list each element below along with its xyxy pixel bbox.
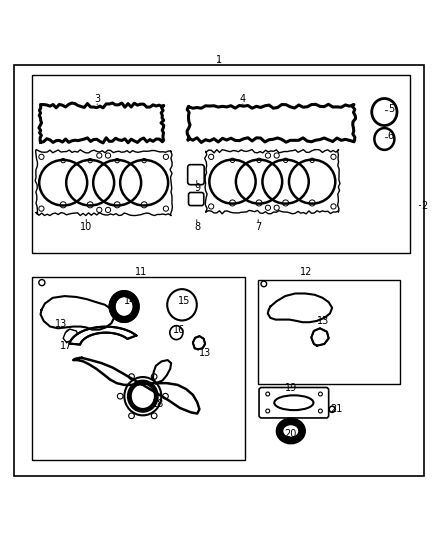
Text: 13: 13 <box>199 348 211 358</box>
Polygon shape <box>311 328 328 346</box>
Text: 17: 17 <box>60 341 72 351</box>
Bar <box>258 279 399 384</box>
Text: 8: 8 <box>194 222 200 232</box>
Bar <box>32 277 245 460</box>
Text: 4: 4 <box>240 94 246 104</box>
Text: 5: 5 <box>388 104 394 114</box>
Text: 19: 19 <box>285 383 297 393</box>
Text: 12: 12 <box>300 266 312 277</box>
Text: 21: 21 <box>330 404 343 414</box>
Text: 13: 13 <box>55 319 67 329</box>
Text: 6: 6 <box>388 131 394 141</box>
Text: 14: 14 <box>124 296 136 306</box>
Polygon shape <box>193 336 205 349</box>
Polygon shape <box>69 327 136 344</box>
Text: 13: 13 <box>317 316 329 326</box>
Text: 9: 9 <box>194 183 200 193</box>
Ellipse shape <box>124 377 161 415</box>
Text: 3: 3 <box>94 94 100 104</box>
Text: 1: 1 <box>216 55 222 65</box>
Text: 15: 15 <box>178 296 191 306</box>
Text: 7: 7 <box>255 222 261 232</box>
Bar <box>32 75 410 254</box>
Text: 20: 20 <box>285 429 297 439</box>
Text: 16: 16 <box>173 325 185 335</box>
Text: 18: 18 <box>152 399 164 409</box>
Text: 2: 2 <box>421 200 427 211</box>
Text: 10: 10 <box>80 222 92 232</box>
Polygon shape <box>63 329 79 343</box>
Text: 11: 11 <box>134 266 147 277</box>
